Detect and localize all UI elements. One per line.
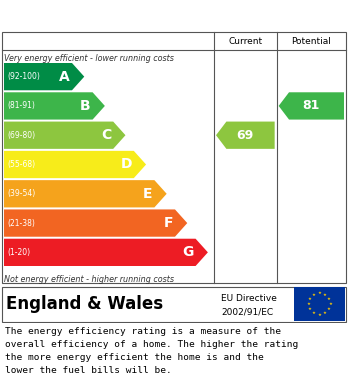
Text: (55-68): (55-68) — [7, 160, 35, 169]
Text: B: B — [80, 99, 90, 113]
Text: ★: ★ — [323, 311, 327, 316]
Text: (69-80): (69-80) — [7, 131, 35, 140]
Polygon shape — [4, 210, 187, 237]
Text: ★: ★ — [323, 292, 327, 297]
Text: Very energy efficient - lower running costs: Very energy efficient - lower running co… — [4, 54, 174, 63]
Text: (21-38): (21-38) — [7, 219, 35, 228]
Polygon shape — [4, 151, 146, 178]
Text: (81-91): (81-91) — [7, 101, 35, 110]
Polygon shape — [4, 92, 105, 120]
Text: ★: ★ — [312, 292, 316, 297]
Text: Current: Current — [228, 36, 262, 45]
Text: G: G — [182, 246, 193, 259]
Text: (92-100): (92-100) — [7, 72, 40, 81]
Text: Potential: Potential — [291, 36, 331, 45]
Text: ★: ★ — [308, 296, 312, 301]
Text: ★: ★ — [318, 313, 322, 317]
Text: A: A — [59, 70, 70, 84]
Bar — [294, 287, 345, 321]
Text: D: D — [120, 158, 132, 172]
Polygon shape — [216, 122, 275, 149]
Polygon shape — [279, 92, 344, 120]
Text: ★: ★ — [308, 307, 312, 312]
Text: 2002/91/EC: 2002/91/EC — [221, 307, 273, 316]
Text: England & Wales: England & Wales — [6, 295, 163, 313]
Text: ★: ★ — [329, 302, 332, 306]
Polygon shape — [4, 239, 208, 266]
Text: (1-20): (1-20) — [7, 248, 30, 257]
Polygon shape — [4, 180, 167, 208]
Text: C: C — [101, 128, 111, 142]
Text: ★: ★ — [327, 296, 331, 301]
Text: F: F — [164, 216, 173, 230]
Text: (39-54): (39-54) — [7, 189, 35, 198]
Polygon shape — [4, 122, 126, 149]
Text: EU Directive: EU Directive — [221, 294, 277, 303]
Polygon shape — [4, 63, 84, 90]
Text: ★: ★ — [327, 307, 331, 312]
Text: Energy Efficiency Rating: Energy Efficiency Rating — [9, 7, 230, 23]
Text: 69: 69 — [237, 129, 254, 142]
Text: 81: 81 — [303, 99, 320, 113]
Text: E: E — [143, 187, 152, 201]
Text: Not energy efficient - higher running costs: Not energy efficient - higher running co… — [4, 275, 174, 284]
Text: The energy efficiency rating is a measure of the
overall efficiency of a home. T: The energy efficiency rating is a measur… — [5, 327, 298, 375]
Text: ★: ★ — [318, 291, 322, 295]
Text: ★: ★ — [307, 302, 310, 306]
Text: ★: ★ — [312, 311, 316, 316]
